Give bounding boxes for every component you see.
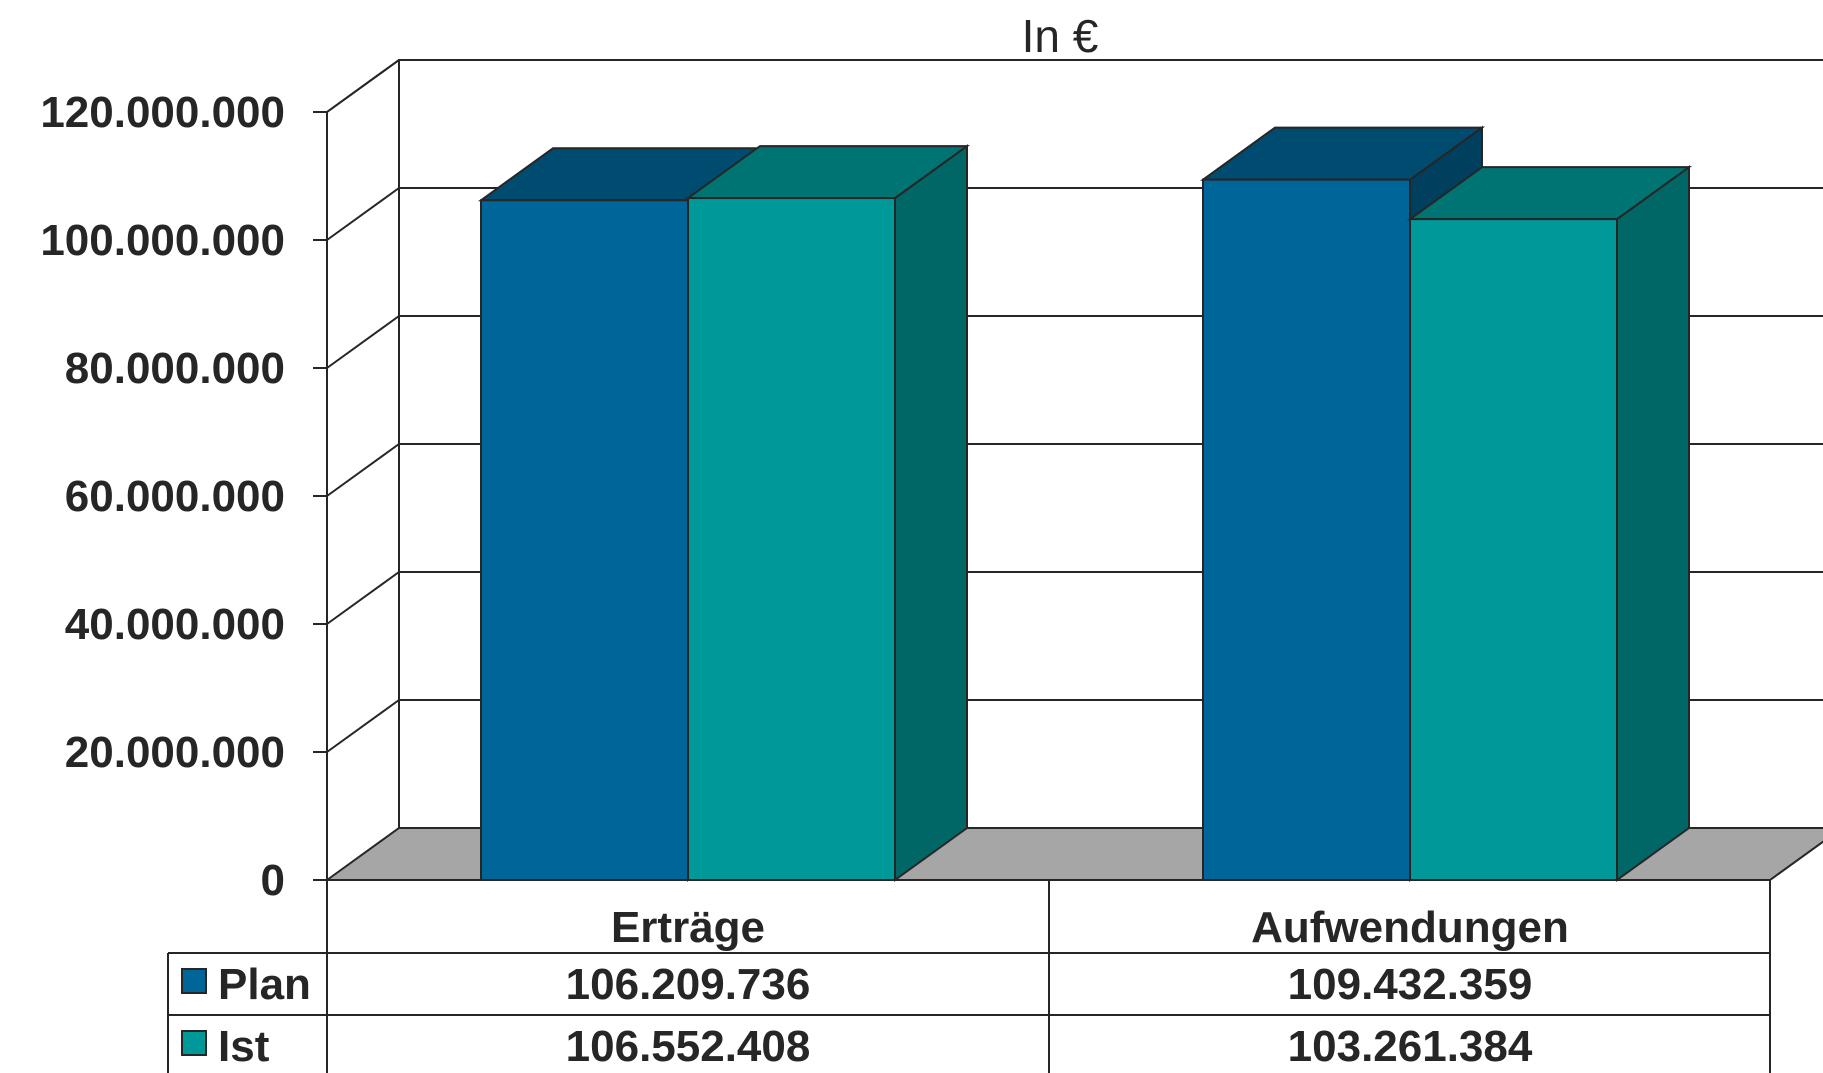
bar-front [480, 199, 689, 881]
legend-label: Plan [218, 960, 311, 1009]
y-tick-label: 100.000.000 [40, 216, 285, 265]
category-label: Aufwendungen [1251, 903, 1569, 952]
y-tick-label: 20.000.000 [65, 728, 285, 777]
gridline-diagonal [326, 187, 400, 241]
gridline-diagonal [326, 59, 400, 113]
gridline-diagonal [326, 699, 400, 753]
category-label: Erträge [611, 903, 765, 952]
y-tick-label: 60.000.000 [65, 472, 285, 521]
table-value: 106.209.736 [566, 960, 811, 1009]
legend-swatch [181, 968, 207, 994]
gridline-diagonal [326, 571, 400, 625]
bar-front [1409, 218, 1618, 881]
table-value: 109.432.359 [1288, 960, 1533, 1009]
bar-ist-1 [1406, 165, 1693, 882]
bar-front [1202, 178, 1411, 882]
legend-swatch [181, 1030, 207, 1056]
y-tick-label: 120.000.000 [40, 88, 285, 137]
chart-title: In € [1022, 10, 1099, 62]
legend-label: Ist [218, 1022, 270, 1071]
bar-side [1616, 165, 1690, 882]
y-axis: 0 20.000.000 40.000.000 60.000.000 80.000.00… [40, 88, 327, 905]
table-value: 106.552.408 [566, 1022, 811, 1071]
bar-ist-0 [684, 144, 971, 882]
bar-front [687, 197, 896, 882]
gridline-diagonal [326, 443, 400, 497]
y-tick-label: 40.000.000 [65, 600, 285, 649]
bar-side [894, 144, 968, 882]
table-value: 103.261.384 [1288, 1022, 1533, 1071]
data-table: Erträge Aufwendungen Plan 106.209.736 109.43… [167, 880, 1771, 1073]
y-tick-label: 0 [261, 856, 285, 905]
y-tick-label: 80.000.000 [65, 344, 285, 393]
bars [477, 125, 1693, 882]
gridline-diagonal [326, 315, 400, 369]
